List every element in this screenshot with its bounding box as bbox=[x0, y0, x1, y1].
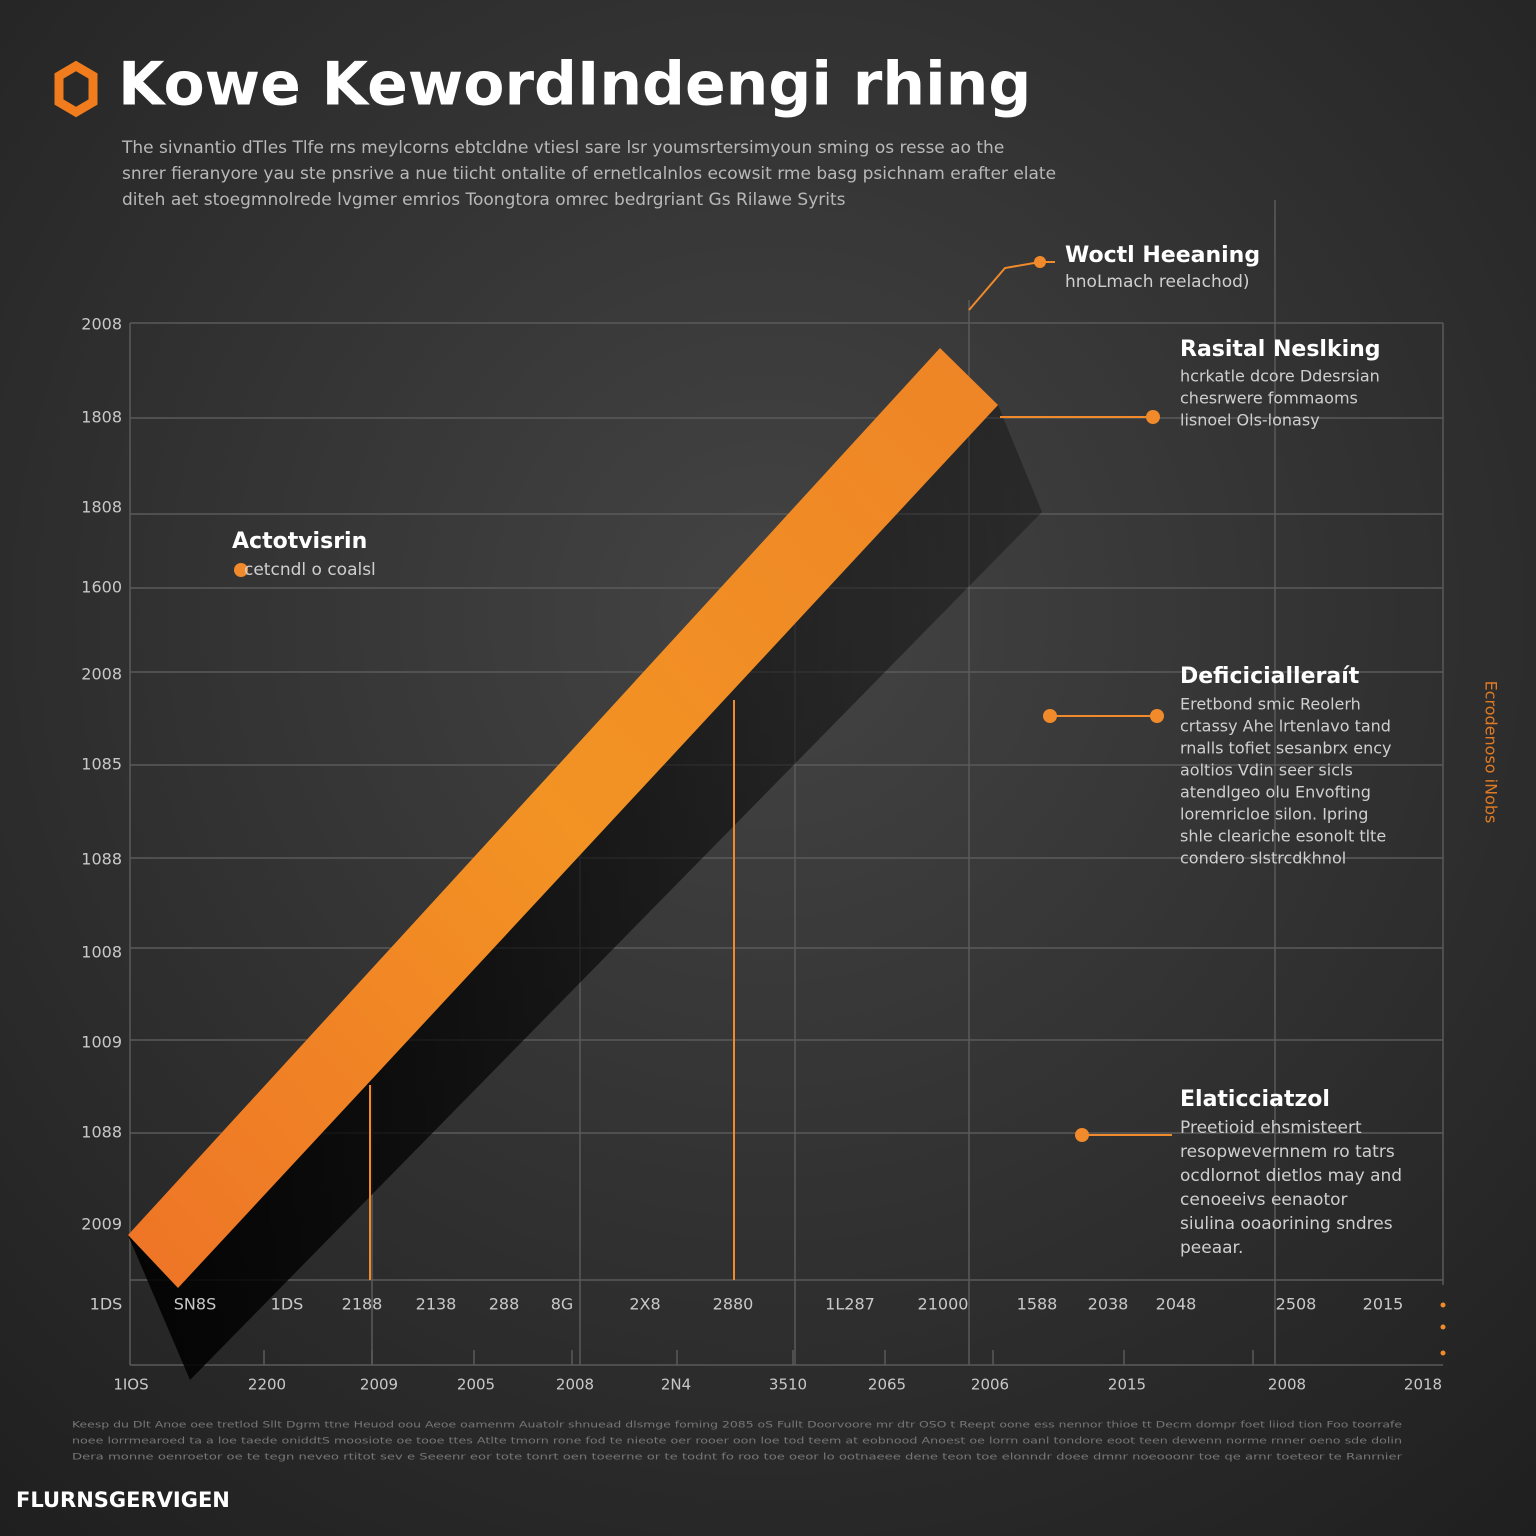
y-axis-label: 1085 bbox=[81, 755, 122, 774]
x-axis-label: 2048 bbox=[1156, 1295, 1197, 1314]
y-axis-label: 2009 bbox=[81, 1215, 122, 1234]
annotation-text: aoltios Vdin seer sicls bbox=[1180, 761, 1353, 780]
x-axis-label: 2N4 bbox=[661, 1376, 691, 1394]
x-axis-label: 2005 bbox=[457, 1376, 495, 1394]
x-axis-label: 2038 bbox=[1088, 1295, 1129, 1314]
y-axis-label: 1009 bbox=[81, 1033, 122, 1052]
dot bbox=[1043, 709, 1057, 723]
intro-line: snrer fieranyore yau ste pnsrive a nue t… bbox=[122, 164, 1056, 184]
orange-band bbox=[128, 348, 998, 1288]
annotation-title: Deficicialleraít bbox=[1180, 664, 1360, 689]
annotation-text: peeaar. bbox=[1180, 1238, 1243, 1258]
annotation-title: Actotvisrin bbox=[232, 529, 367, 554]
annotation-title: Rasital Neslking bbox=[1180, 337, 1381, 362]
x-axis-label: 2X8 bbox=[629, 1295, 660, 1314]
x-axis-label: 2008 bbox=[1268, 1376, 1306, 1394]
x-axis-label: 3510 bbox=[769, 1376, 807, 1394]
x-axis-label: 2508 bbox=[1276, 1295, 1317, 1314]
logo-hex bbox=[54, 60, 98, 118]
band-shadow bbox=[128, 348, 1042, 1380]
annotation-text: Preetioid ehsmisteert bbox=[1180, 1118, 1362, 1138]
fine-print: Dera monne oenroetor oe te tegn neveo rt… bbox=[72, 1453, 1402, 1463]
y-axis-label: 1088 bbox=[81, 850, 122, 869]
annotation-text: lisnoel Ols-lonasy bbox=[1180, 411, 1320, 430]
grid bbox=[129, 200, 1444, 1366]
x-axis-label: 2880 bbox=[713, 1295, 754, 1314]
x-axis-label: 2015 bbox=[1363, 1295, 1404, 1314]
annotation-text: cetcndl o coalsl bbox=[244, 560, 376, 580]
x-axis-label: 21000 bbox=[918, 1295, 969, 1314]
y-axis-label: 1808 bbox=[81, 498, 122, 517]
intro-line: diteh aet stoegmnolrede lvgmer emrios To… bbox=[122, 190, 846, 210]
x-axis-label: 2009 bbox=[360, 1376, 398, 1394]
connectors bbox=[968, 261, 1172, 1136]
dot bbox=[1150, 709, 1164, 723]
annotation-text: condero slstrcdkhnol bbox=[1180, 849, 1346, 868]
x-axis-label: 2188 bbox=[342, 1295, 383, 1314]
y-axis-label: 2008 bbox=[81, 665, 122, 684]
y-axis-label: 2008 bbox=[81, 315, 122, 334]
x-axis-label: 2006 bbox=[971, 1376, 1009, 1394]
annotation-title: Elaticciatzol bbox=[1180, 1087, 1330, 1112]
annotation-text: chesrwere fommaoms bbox=[1180, 389, 1358, 408]
y-axis-label: 1088 bbox=[81, 1123, 122, 1142]
x-axis-label: 2200 bbox=[248, 1376, 286, 1394]
y-axis-label: 1008 bbox=[81, 943, 122, 962]
dot bbox=[1034, 256, 1046, 268]
annotation-text: siulina ooaorining sndres bbox=[1180, 1214, 1393, 1234]
y-axis-label: 1808 bbox=[81, 408, 122, 427]
annotation-text: Eretbond smic Reolerh bbox=[1180, 695, 1361, 714]
fine-print: Keesp du Dlt Anoe oee tretlod Sllt Dgrm … bbox=[72, 1421, 1403, 1431]
x-axis-label: 8G bbox=[551, 1295, 574, 1314]
annotation-text: atendlgeo olu Envofting bbox=[1180, 783, 1371, 802]
dot bbox=[1146, 410, 1160, 424]
dot bbox=[1440, 1302, 1446, 1308]
x-axis-label: SN8S bbox=[174, 1295, 216, 1314]
x-axis-label: 2065 bbox=[868, 1376, 906, 1394]
x-axis-label: 1DS bbox=[90, 1295, 123, 1314]
x-axis-label: 2008 bbox=[556, 1376, 594, 1394]
side-text: Ecrodenoso iNobs bbox=[1482, 681, 1501, 824]
annotation-text: rnalls tofiet sesanbrx ency bbox=[1180, 739, 1391, 758]
brand: FLURNSGERVIGEN bbox=[16, 1488, 230, 1512]
x-axis-label: 2138 bbox=[416, 1295, 457, 1314]
x-axis-label: 2018 bbox=[1404, 1376, 1442, 1394]
annotation-text: loremricloe silon. Ipring bbox=[1180, 805, 1368, 824]
intro-line: The sivnantio dTles Tlfe rns meylcorns e… bbox=[121, 138, 1004, 158]
dot bbox=[1440, 1350, 1446, 1356]
x-axis-label: 1IOS bbox=[113, 1376, 148, 1394]
annotation-text: ocdlornot dietlos may and bbox=[1180, 1166, 1402, 1186]
x-axis-label: 1L287 bbox=[825, 1295, 875, 1314]
x-axis-label: 288 bbox=[489, 1295, 520, 1314]
connector-dots bbox=[234, 256, 1446, 1356]
x-axis-label: 2015 bbox=[1108, 1376, 1146, 1394]
annotation-text: hnoLmach reelachod) bbox=[1065, 272, 1250, 292]
y-axis-label: 1600 bbox=[81, 578, 122, 597]
dot bbox=[1075, 1128, 1089, 1142]
fine-print: noee lorrmearoed ta a loe taede oniddtS … bbox=[72, 1437, 1402, 1447]
title: Kowe KewordIndengi rhing bbox=[118, 50, 1031, 120]
annotation-text: crtassy Ahe lrtenlavo tand bbox=[1180, 717, 1391, 736]
annotation-text: hcrkatle dcore Ddesrsian bbox=[1180, 367, 1380, 386]
annotation-text: cenoeeivs eenaotor bbox=[1180, 1190, 1348, 1210]
x-axis-label: 1588 bbox=[1017, 1295, 1058, 1314]
annotation-text: resopwevernnem ro tatrs bbox=[1180, 1142, 1395, 1162]
connector bbox=[968, 261, 1055, 311]
x-axis-label: 1DS bbox=[271, 1295, 304, 1314]
dot bbox=[1440, 1324, 1446, 1330]
dot bbox=[234, 563, 248, 577]
annotation-text: shle cleariche esonolt tlte bbox=[1180, 827, 1386, 846]
annotation-title: Woctl Heeaning bbox=[1065, 243, 1260, 268]
